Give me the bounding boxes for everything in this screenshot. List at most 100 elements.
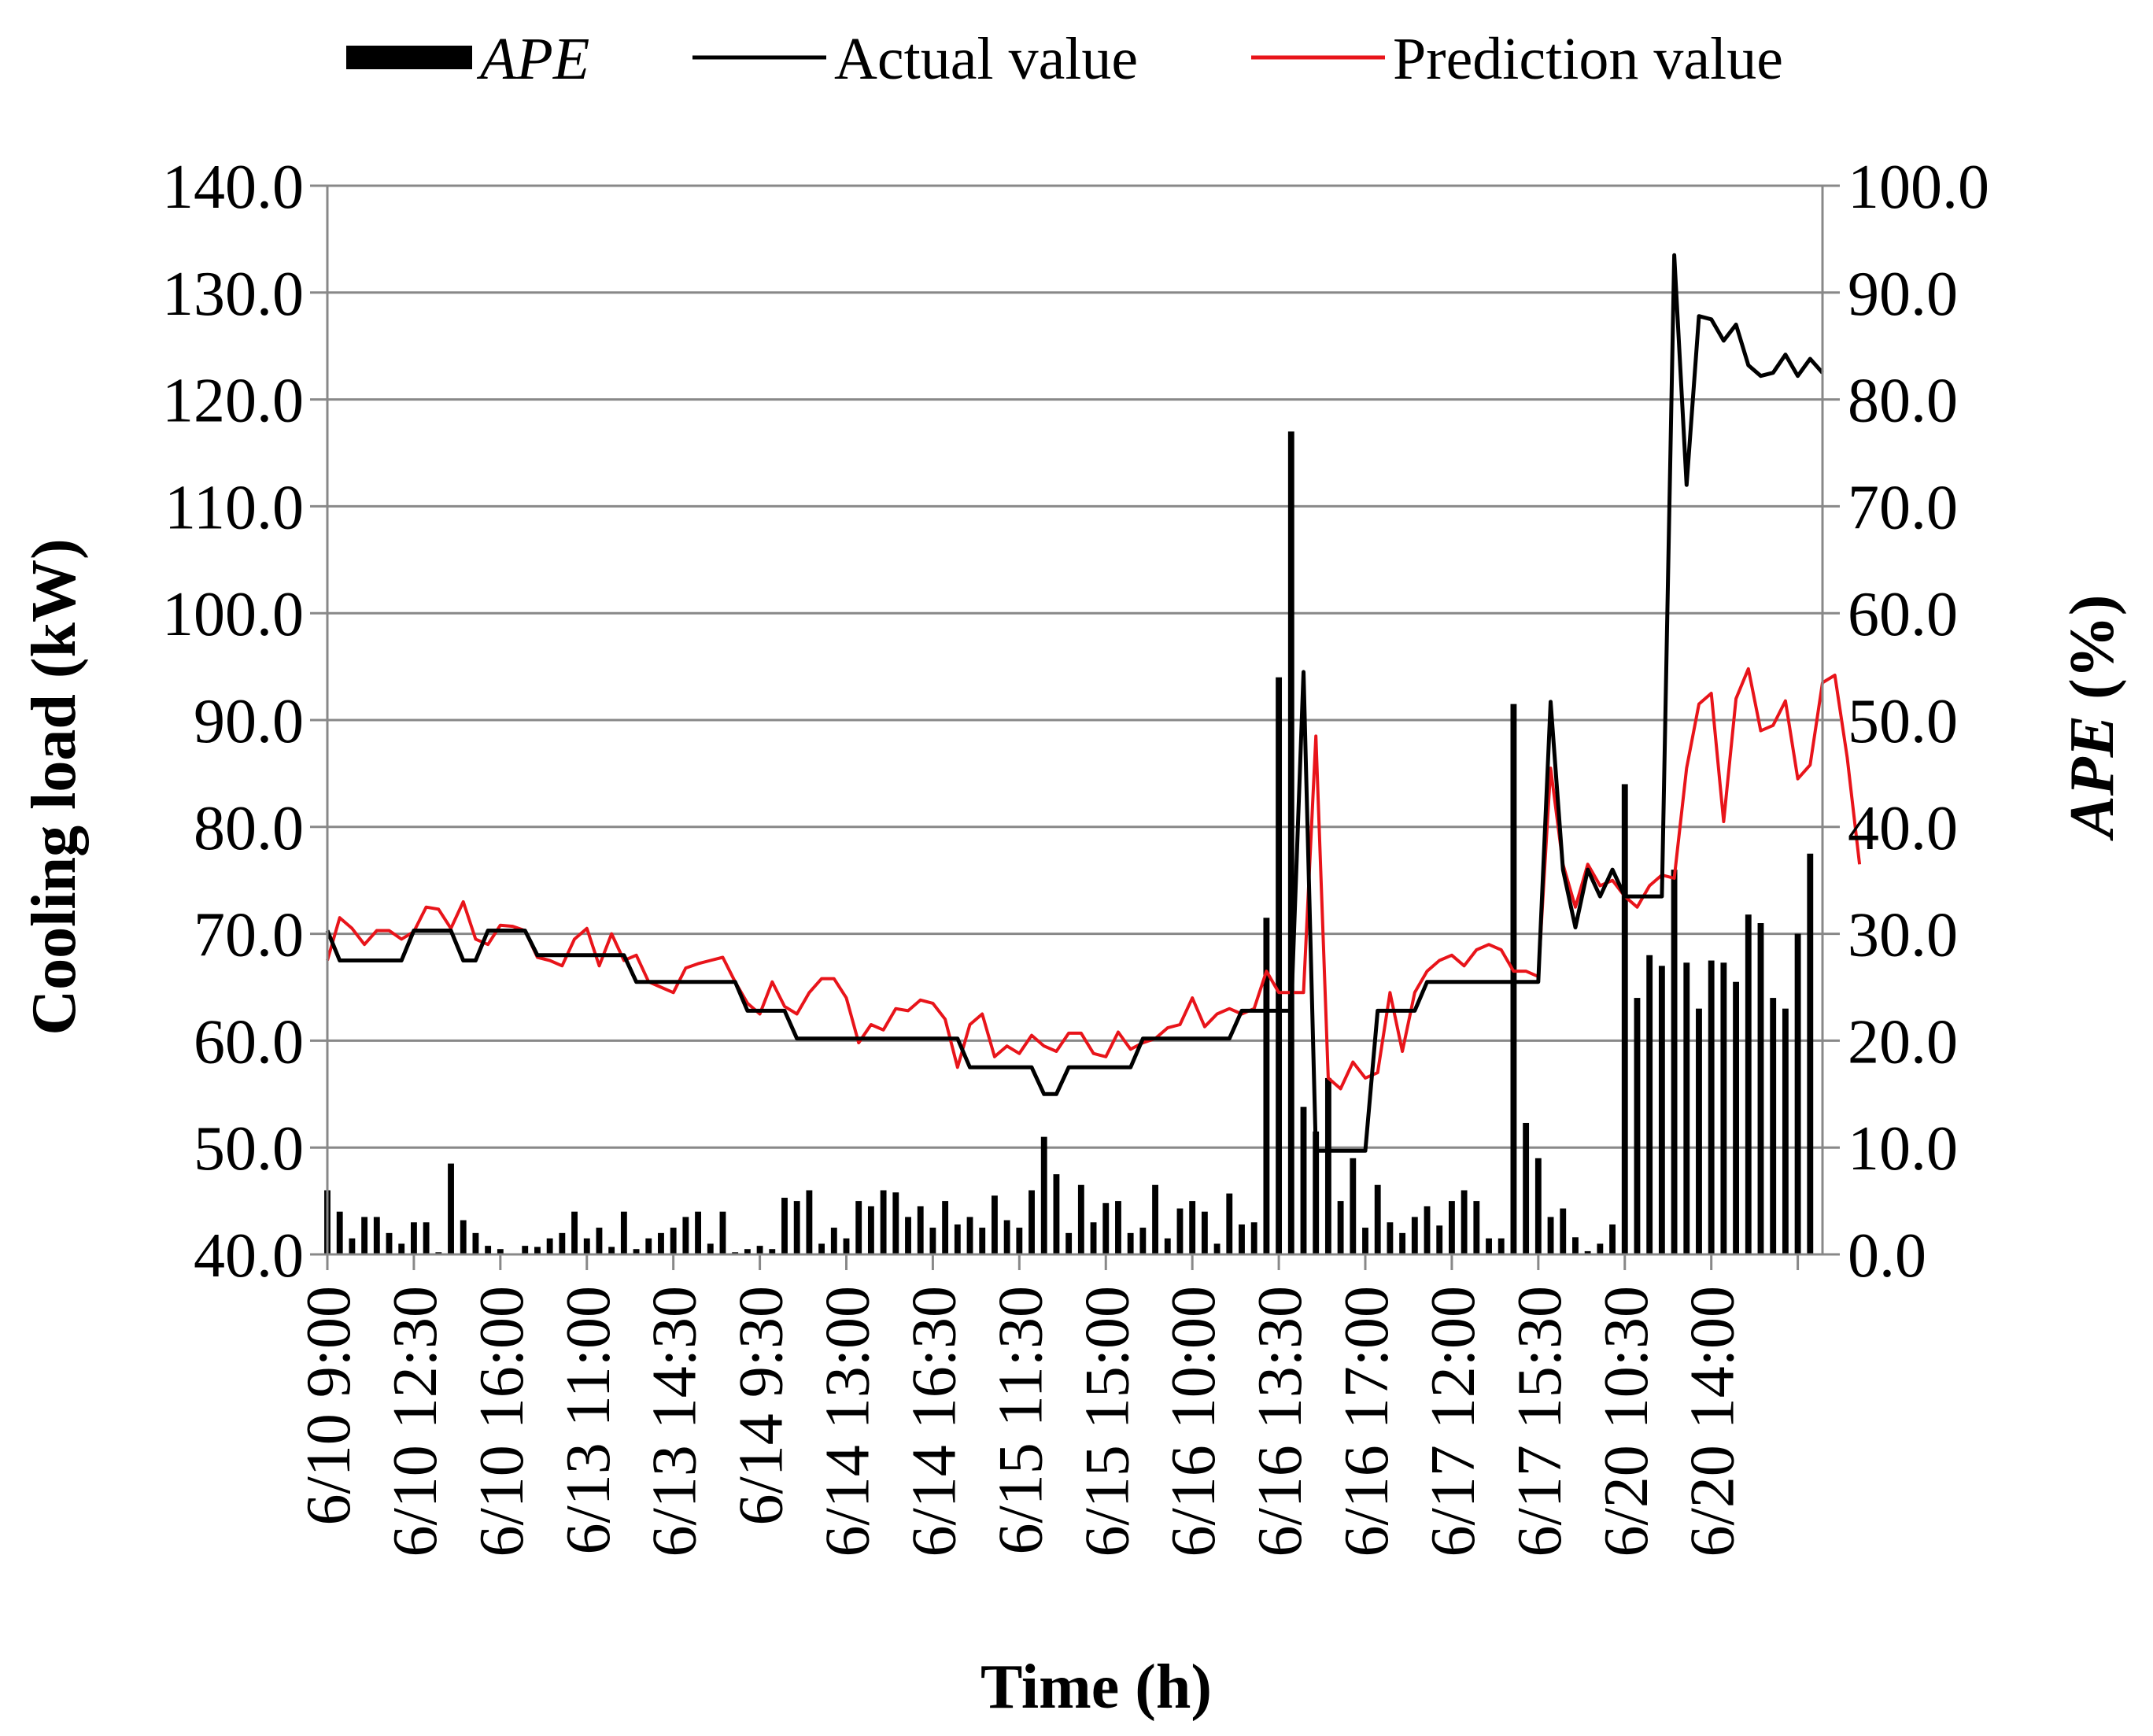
ape-bar [386, 1232, 393, 1254]
ape-bar [1424, 1206, 1431, 1254]
ape-bar [892, 1192, 899, 1254]
ape-bar [1201, 1211, 1208, 1254]
x-axis-tick-label: 6/14 13:00 [814, 1286, 883, 1557]
ape-bar [583, 1238, 590, 1254]
y-axis-right-tick-label: 20.0 [1848, 1007, 1958, 1077]
y-axis-right-title-unit: (%) [2058, 595, 2127, 715]
y-axis-right-tick-label: 80.0 [1848, 367, 1958, 436]
legend-prediction-label: Prediction value [1393, 26, 1783, 92]
axes [310, 184, 1840, 1270]
load-lines [325, 253, 1862, 1153]
ape-bar [979, 1228, 986, 1254]
prediction-value-line [326, 667, 1862, 1091]
ape-bar [1226, 1193, 1233, 1254]
ape-bar [1560, 1208, 1567, 1254]
ape-bar [992, 1195, 998, 1254]
ape-bar [1683, 962, 1690, 1254]
y-axis-right-tick-label: 40.0 [1848, 794, 1958, 863]
ape-bar [534, 1247, 541, 1254]
ape-bar [1609, 1224, 1616, 1254]
ape-bar [917, 1206, 924, 1254]
x-axis-tick-label: 6/20 10:30 [1592, 1286, 1661, 1557]
x-axis-tick-label: 6/16 17:00 [1332, 1286, 1401, 1557]
y-axis-left-tick-label: 140.0 [162, 153, 304, 222]
ape-bar [1461, 1190, 1468, 1254]
ape-bar [1534, 1158, 1542, 1254]
x-axis-tick-label: 6/15 15:00 [1073, 1286, 1142, 1557]
ape-bar [855, 1201, 862, 1254]
ape-bar [1807, 853, 1814, 1254]
ape-bar [1584, 1250, 1591, 1254]
x-axis-tick-label: 6/20 14:00 [1678, 1286, 1748, 1557]
ape-bar [1250, 1222, 1257, 1254]
ape-bar [1658, 966, 1665, 1254]
ape-bar [361, 1217, 368, 1254]
ape-bar [460, 1220, 467, 1254]
ape-bar [1497, 1238, 1505, 1254]
legend-actual-label: Actual value [834, 26, 1138, 92]
ape-bar [1164, 1238, 1171, 1254]
ape-bar [1387, 1222, 1394, 1254]
ape-bar [1350, 1158, 1357, 1254]
actual-value-line [325, 253, 1824, 1153]
x-axis-title: Time (h) [980, 1653, 1212, 1722]
y-axis-right-tick-label: 10.0 [1848, 1114, 1958, 1184]
ape-bar [1152, 1184, 1158, 1254]
ape-bar [954, 1224, 961, 1254]
ape-bar [546, 1238, 553, 1254]
ape-bar [620, 1211, 627, 1254]
ape-bar [497, 1249, 504, 1254]
x-axis-tick-label: 6/15 11:30 [986, 1286, 1055, 1554]
ape-bar [781, 1198, 788, 1254]
ape-bar [1720, 962, 1727, 1254]
ape-bar [1671, 870, 1678, 1254]
ape-bar [1139, 1228, 1147, 1254]
y-axis-left-tick-label: 60.0 [194, 1007, 304, 1077]
legend-ape-swatch [346, 46, 472, 69]
ape-bar [1127, 1232, 1134, 1254]
ape-bar [373, 1217, 380, 1254]
y-axis-right-title: APE (%) [2058, 595, 2127, 842]
ape-bar [336, 1211, 343, 1254]
y-axis-left-tick-label: 110.0 [164, 473, 304, 542]
ape-bar [1287, 431, 1294, 1254]
legend-ape-label: APE [476, 26, 589, 92]
ape-bar [1189, 1201, 1196, 1254]
ape-bar [1213, 1243, 1221, 1254]
y-axis-left-tick-label: 70.0 [194, 901, 304, 970]
ape-bar [929, 1228, 936, 1254]
ape-bar [1399, 1232, 1406, 1254]
ape-bar [1794, 933, 1801, 1254]
ape-bar [1411, 1217, 1418, 1254]
ape-bar [1028, 1190, 1035, 1254]
ape-bar [1053, 1174, 1060, 1254]
ape-bar [793, 1201, 800, 1254]
ape-bar [1572, 1237, 1579, 1254]
ape-bar [818, 1243, 825, 1254]
ape-bar [1374, 1184, 1381, 1254]
x-axis-tick-label: 6/10 12:30 [381, 1286, 450, 1557]
y-axis-right-ticks: 0.0 10.0 20.0 30.0 40.0 50.0 60.0 70.0 80.0 90.0 1… [1848, 153, 1989, 1291]
ape-bar [744, 1249, 751, 1254]
x-axis-tick-label: 6/17 12:00 [1419, 1286, 1488, 1557]
y-axis-left-tick-label: 50.0 [194, 1114, 304, 1184]
ape-bar [1523, 1122, 1530, 1254]
x-axis-tick-label: 6/16 10:00 [1159, 1286, 1228, 1557]
ape-bar [719, 1211, 726, 1254]
ape-bar [398, 1243, 405, 1254]
ape-bar [1745, 914, 1752, 1254]
ape-bar [1486, 1238, 1492, 1254]
x-axis-tick-label: 6/16 13:30 [1246, 1286, 1315, 1557]
x-axis-tick-label: 6/13 14:30 [641, 1286, 710, 1557]
ape-bar [1646, 955, 1653, 1254]
ape-bar [571, 1211, 578, 1254]
ape-bar [830, 1228, 837, 1254]
ape-bar [1276, 677, 1283, 1254]
y-axis-right-title-ape: APE [2058, 715, 2127, 842]
x-axis-tick-label: 6/17 15:30 [1505, 1286, 1575, 1557]
ape-bar [867, 1206, 874, 1254]
ape-bar [1115, 1201, 1121, 1254]
ape-bar [1077, 1184, 1084, 1254]
x-axis-tick-label: 6/10 9:00 [294, 1286, 364, 1525]
